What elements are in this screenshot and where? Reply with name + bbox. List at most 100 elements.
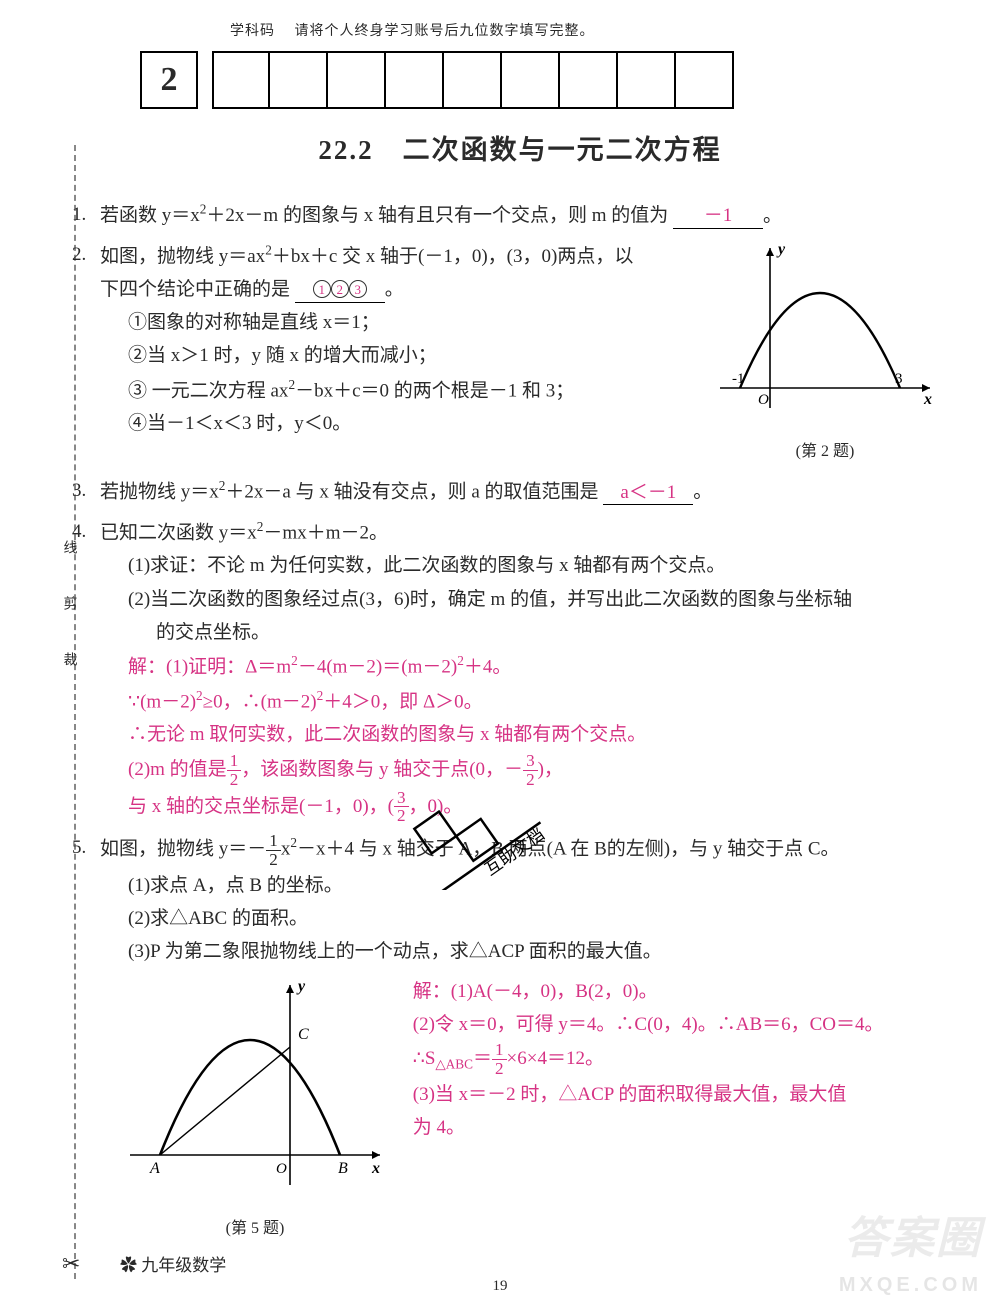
t: ＋4＞0，即 Δ＞0。 bbox=[323, 691, 482, 712]
blank-box[interactable] bbox=[676, 51, 734, 109]
fb: 2 bbox=[523, 771, 538, 789]
q2-line2: 下四个结论中正确的是 bbox=[100, 279, 290, 300]
t: 如图，抛物线 y＝ax bbox=[100, 246, 265, 267]
q4-p2b: 的交点坐标。 bbox=[156, 616, 940, 649]
s4a: (3)当 x＝－2 时，△ACP 的面积取得最大值，最大值 bbox=[413, 1078, 893, 1111]
fb: 2 bbox=[227, 771, 242, 789]
t: )， bbox=[538, 758, 563, 779]
blank-box[interactable] bbox=[444, 51, 502, 109]
q4-num: 4. bbox=[72, 515, 86, 548]
t: －mx＋m－2。 bbox=[263, 522, 388, 543]
page-title: 22.2 二次函数与一元二次方程 bbox=[100, 127, 940, 174]
t: ∴S bbox=[413, 1048, 436, 1069]
subject-code-label: 学科码 bbox=[230, 24, 275, 39]
question-3: 3. 若抛物线 y＝x2＋2x－a 与 x 轴没有交点，则 a 的取值范围是 a… bbox=[100, 474, 940, 509]
e: 2 bbox=[196, 688, 203, 703]
scissor-icon: ✂ bbox=[62, 1245, 80, 1284]
blank-box[interactable] bbox=[270, 51, 328, 109]
footer-text: 九年级数学 bbox=[141, 1256, 226, 1275]
ft: 1 bbox=[266, 832, 281, 851]
t: 。 bbox=[385, 279, 404, 300]
q2-line1: 如图，抛物线 y＝ax2＋bx＋c 交 x 轴于(－1，0)，(3，0)两点，以 bbox=[100, 246, 633, 267]
header-instruction: 学科码 请将个人终身学习账号后九位数字填写完整。 bbox=[230, 20, 940, 45]
e: 2 bbox=[291, 653, 298, 668]
y: y bbox=[776, 241, 786, 258]
blank-box[interactable] bbox=[502, 51, 560, 109]
t: ×6×4＝12。 bbox=[507, 1048, 604, 1069]
question-1: 1. 若函数 y＝x2＋2x－m 的图象与 x 轴有且只有一个交点，则 m 的值… bbox=[100, 198, 940, 233]
blank-box[interactable] bbox=[560, 51, 618, 109]
blank-box[interactable] bbox=[386, 51, 444, 109]
frac: 12 bbox=[266, 832, 281, 869]
blank-box[interactable] bbox=[328, 51, 386, 109]
t: 。 bbox=[693, 482, 712, 503]
q2-opt1: ①图象的对称轴是直线 x＝1； bbox=[128, 306, 680, 339]
q4-p1: (1)求证：不论 m 为任何实数，此二次函数的图象与 x 轴都有两个交点。 bbox=[128, 549, 940, 582]
t: －x＋4 与 x 轴交于 A，B 两点(A 在 B的左侧)，与 y 轴交于点 C… bbox=[297, 839, 840, 860]
exp: 2 bbox=[265, 242, 272, 257]
C: C bbox=[298, 1026, 309, 1043]
blank-boxes bbox=[212, 51, 734, 109]
question-4: 4. 已知二次函数 y＝x2－mx＋m－2。 (1)求证：不论 m 为任何实数，… bbox=[100, 515, 940, 825]
O: O bbox=[276, 1161, 287, 1177]
t: 下四个结论中正确的是 bbox=[100, 279, 290, 300]
ft: 3 bbox=[523, 752, 538, 771]
watermark-2: MXQE.COM bbox=[839, 1268, 982, 1303]
blank-box[interactable] bbox=[212, 51, 270, 109]
frac: 32 bbox=[523, 752, 538, 789]
t: (2)m 的值是 bbox=[128, 758, 227, 779]
t: ＋4。 bbox=[464, 657, 512, 678]
cut-line bbox=[74, 145, 76, 1279]
q2-answer: 123 bbox=[295, 279, 385, 303]
c: 3 bbox=[349, 280, 367, 298]
t: 若函数 y＝x bbox=[100, 205, 200, 226]
c: 1 bbox=[313, 280, 331, 298]
xr: 3 bbox=[895, 371, 903, 387]
o: O bbox=[758, 392, 769, 408]
t: －bx＋c＝0 的两个根是－1 和 3； bbox=[295, 380, 574, 401]
q5-caption: (第 5 题) bbox=[120, 1215, 390, 1243]
watermark-1: 答案圈 bbox=[844, 1200, 982, 1277]
q1-num: 1. bbox=[72, 198, 86, 231]
fb: 2 bbox=[394, 807, 409, 825]
sub: △ABC bbox=[435, 1057, 473, 1072]
q5-p1: (1)求点 A，点 B 的坐标。 bbox=[128, 869, 940, 902]
t: 已知二次函数 y＝x bbox=[100, 522, 257, 543]
t: ＋bx＋c 交 x 轴于(－1，0)，(3，0)两点，以 bbox=[272, 246, 634, 267]
s3: ∴S△ABC＝12×6×4＝12。 bbox=[413, 1041, 893, 1078]
ft: 1 bbox=[492, 1041, 507, 1060]
t: ∵(m－2) bbox=[128, 691, 196, 712]
frac: 12 bbox=[227, 752, 242, 789]
q5-num: 5. bbox=[72, 831, 86, 864]
t: ，该函数图象与 y 轴交于点(0，－ bbox=[241, 758, 523, 779]
q1-text: 若函数 y＝x2＋2x－m 的图象与 x 轴有且只有一个交点，则 m 的值为 bbox=[100, 205, 668, 226]
t: ，0)。 bbox=[409, 795, 463, 816]
frac: 32 bbox=[394, 789, 409, 826]
t: ＝ bbox=[473, 1048, 492, 1069]
t: －4(m－2)＝(m－2) bbox=[298, 657, 457, 678]
blank-box[interactable] bbox=[618, 51, 676, 109]
fb: 2 bbox=[266, 851, 281, 869]
question-2: 2. 如图，抛物线 y＝ax2＋bx＋c 交 x 轴于(－1，0)，(3，0)两… bbox=[100, 238, 940, 468]
t: (1)证明：Δ＝m bbox=[166, 657, 291, 678]
t: 。 bbox=[763, 205, 782, 226]
t: x bbox=[281, 839, 291, 860]
q2-caption: (第 2 题) bbox=[710, 438, 940, 466]
q3-answer: a＜－1 bbox=[603, 482, 693, 506]
s1: 解：(1)A(－4，0)，B(2，0)。 bbox=[413, 975, 893, 1008]
e: 2 bbox=[290, 835, 297, 850]
t: ∴无论 m 取何实数，此二次函数的图象与 x 轴都有两个交点。 bbox=[128, 724, 646, 745]
s2: (2)令 x＝0，可得 y＝4。∴C(0，4)。∴AB＝6，CO＝4。 bbox=[413, 1008, 893, 1041]
q5-solution: 解：(1)A(－4，0)，B(2，0)。 (2)令 x＝0，可得 y＝4。∴C(… bbox=[413, 975, 893, 1145]
q2-opt2: ②当 x＞1 时，y 随 x 的增大而减小； bbox=[128, 339, 680, 372]
t: ＋2x－a 与 x 轴没有交点，则 a 的取值范围是 bbox=[225, 482, 598, 503]
parabola-svg-5: A B C O x y bbox=[120, 975, 390, 1205]
t: 若抛物线 y＝x bbox=[100, 482, 219, 503]
footer: ✿ 九年级数学 bbox=[120, 1251, 226, 1281]
q5-row: A B C O x y (第 5 题) 解：(1)A(－4，0)，B(2，0)。… bbox=[100, 975, 940, 1243]
ft: 1 bbox=[227, 752, 242, 771]
t: 与 x 轴的交点坐标是(－1，0)，( bbox=[128, 795, 394, 816]
q4-p2a: (2)当二次函数的图象经过点(3，6)时，确定 m 的值，并写出此二次函数的图象… bbox=[128, 583, 940, 616]
code-row: 2 bbox=[140, 51, 940, 109]
A: A bbox=[149, 1160, 160, 1177]
